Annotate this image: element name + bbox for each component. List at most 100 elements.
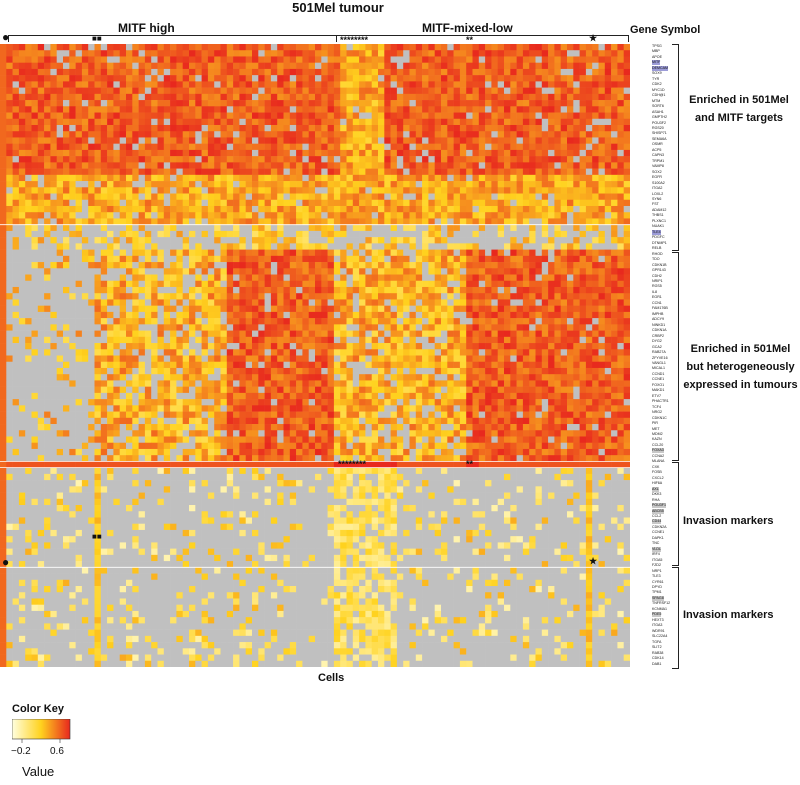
heatmap-cell — [189, 230, 196, 238]
heatmap-cell — [541, 199, 549, 207]
heatmap-cell — [567, 193, 574, 201]
heatmap-cell — [541, 299, 549, 306]
heatmap-cell — [113, 268, 120, 275]
heatmap-cell — [239, 255, 246, 263]
heatmap-cell — [31, 156, 39, 163]
heatmap-cell — [604, 56, 612, 63]
heatmap-cell — [447, 349, 454, 356]
heatmap-cell — [308, 212, 316, 219]
heatmap-cell — [529, 249, 536, 257]
heatmap-cell — [611, 293, 618, 300]
heatmap-cell — [138, 224, 146, 232]
heatmap-cell — [308, 286, 316, 294]
heatmap-cell — [63, 218, 70, 225]
heatmap-cell — [510, 124, 517, 132]
heatmap-cell — [302, 293, 309, 300]
heatmap-cell — [434, 293, 442, 300]
heatmap-cell — [592, 205, 599, 213]
heatmap-cell — [283, 143, 291, 151]
heatmap-cell — [75, 68, 83, 76]
heatmap-cell — [189, 336, 196, 344]
heatmap-cell — [201, 299, 209, 306]
heatmap-cell — [296, 268, 303, 275]
heatmap-cell — [567, 324, 574, 331]
heatmap-cell — [31, 174, 39, 182]
heatmap-cell — [75, 212, 83, 219]
heatmap-cell — [327, 149, 335, 157]
heatmap-cell — [535, 336, 543, 344]
heatmap-cell — [491, 318, 498, 325]
heatmap-cell — [283, 212, 291, 219]
heatmap-cell — [378, 81, 385, 88]
heatmap-cell — [478, 106, 486, 113]
heatmap-cell — [491, 118, 498, 126]
heatmap-cell — [378, 299, 385, 306]
heatmap-cell — [144, 193, 152, 201]
heatmap-cell — [485, 349, 492, 356]
heatmap-cell — [195, 112, 202, 120]
heatmap-cell — [37, 262, 45, 269]
heatmap-cell — [333, 318, 341, 325]
heatmap-cell — [12, 100, 20, 107]
heatmap-cell — [270, 230, 278, 238]
heatmap-cell — [56, 168, 64, 176]
heatmap-cell — [138, 137, 146, 144]
heatmap-cell — [422, 249, 429, 257]
heatmap-cell — [264, 181, 272, 188]
heatmap-cell — [485, 68, 492, 76]
heatmap-cell — [390, 318, 398, 325]
heatmap-cell — [409, 255, 417, 263]
heatmap-cell — [6, 262, 13, 269]
heatmap-cell — [44, 286, 51, 294]
heatmap-cell — [346, 268, 354, 275]
heatmap-cell — [441, 187, 448, 194]
heatmap-cell — [283, 343, 291, 350]
heatmap-cell — [592, 68, 599, 76]
heatmap-cell — [422, 274, 429, 282]
heatmap-cell — [434, 181, 442, 188]
heatmap-cell — [453, 93, 461, 101]
heatmap-cell — [296, 174, 303, 182]
heatmap-cell — [573, 137, 580, 144]
heatmap-cell — [579, 280, 587, 288]
heatmap-cell — [283, 324, 291, 331]
heatmap-cell — [472, 336, 480, 344]
heatmap-cell — [516, 330, 524, 338]
heatmap-cell — [371, 124, 379, 132]
heatmap-cell — [504, 162, 511, 169]
heatmap-cell — [604, 230, 612, 238]
heatmap-cell — [113, 311, 120, 319]
heatmap-cell — [195, 293, 202, 300]
heatmap-cell — [434, 349, 442, 356]
heatmap-cell — [252, 230, 259, 238]
heatmap-cell — [617, 112, 624, 120]
heatmap-cell — [195, 50, 202, 57]
heatmap-cell — [554, 62, 561, 70]
heatmap-cell — [560, 106, 568, 113]
heatmap-cell — [132, 81, 139, 88]
heatmap-cell — [434, 311, 442, 319]
heatmap-cell — [31, 149, 39, 157]
heatmap-cell — [529, 324, 536, 331]
heatmap-cell — [573, 44, 580, 51]
heatmap-cell — [6, 349, 13, 356]
heatmap-cell — [611, 280, 618, 288]
heatmap-cell — [113, 336, 120, 344]
heatmap-cell — [466, 311, 473, 319]
heatmap-cell — [529, 75, 536, 82]
heatmap-cell — [94, 56, 102, 63]
heatmap-cell — [535, 75, 543, 82]
heatmap-cell — [447, 168, 454, 176]
heatmap-cell — [604, 87, 612, 95]
heatmap-cell — [604, 293, 612, 300]
heatmap-cell — [485, 156, 492, 163]
heatmap-cell — [579, 243, 587, 250]
heatmap-cell — [384, 131, 391, 138]
heatmap-cell — [88, 199, 95, 207]
heatmap-cell — [384, 193, 391, 201]
heatmap-cell — [623, 237, 630, 244]
heatmap-cell — [409, 193, 417, 201]
heatmap-cell — [491, 218, 498, 225]
heatmap-cell — [195, 255, 202, 263]
heatmap-cell — [604, 243, 612, 250]
